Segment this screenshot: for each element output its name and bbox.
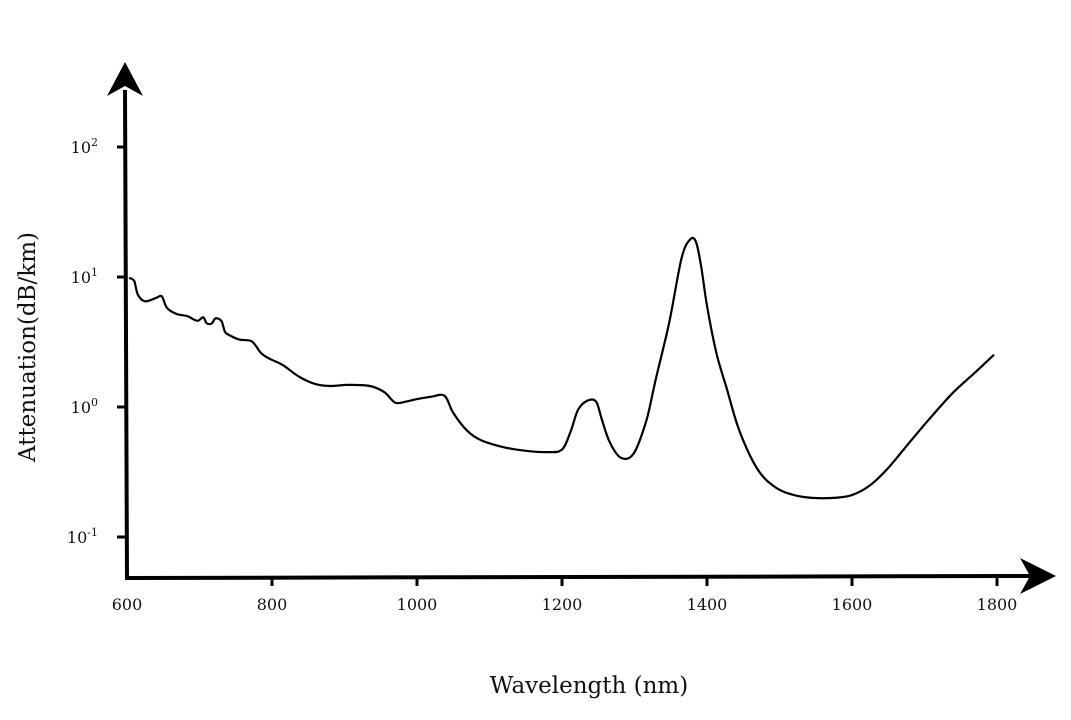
x-ticks: 600 800 1000 1200 1400 1600 1800: [112, 578, 1018, 614]
y-tick-exponent: 1: [91, 266, 98, 279]
x-tick-label: 1200: [542, 595, 583, 614]
y-tick-label: 10-1: [67, 526, 98, 547]
y-axis-title: Attenuation(dB/km): [15, 232, 41, 463]
y-axis-arrowhead: [107, 62, 143, 96]
y-axis-line: [123, 89, 129, 581]
y-tick-label: 100: [71, 396, 98, 417]
x-tick-label: 1000: [397, 595, 438, 614]
x-tick-label: 800: [257, 595, 288, 614]
x-tick-label: 600: [112, 595, 143, 614]
y-tick-base: 10: [71, 138, 91, 157]
y-tick-base: 10: [71, 268, 91, 287]
y-tick-exponent: 0: [91, 396, 98, 409]
series-layer: [128, 236, 995, 500]
axes: [107, 62, 1056, 594]
x-tick-label: 1800: [977, 595, 1018, 614]
y-tick-exponent: -1: [87, 526, 98, 539]
y-tick-label: 101: [71, 266, 98, 287]
x-tick-label: 1400: [687, 595, 728, 614]
x-axis-title: Wavelength (nm): [490, 673, 688, 699]
y-tick-label: 102: [71, 136, 98, 157]
y-tick-base: 10: [71, 398, 91, 417]
x-axis-arrowhead: [1020, 558, 1056, 594]
y-tick-base: 10: [67, 528, 87, 547]
attenuation-series-line: [128, 236, 995, 500]
x-axis-line: [126, 574, 1031, 580]
y-tick-exponent: 2: [91, 136, 98, 149]
x-tick-label: 1600: [832, 595, 873, 614]
